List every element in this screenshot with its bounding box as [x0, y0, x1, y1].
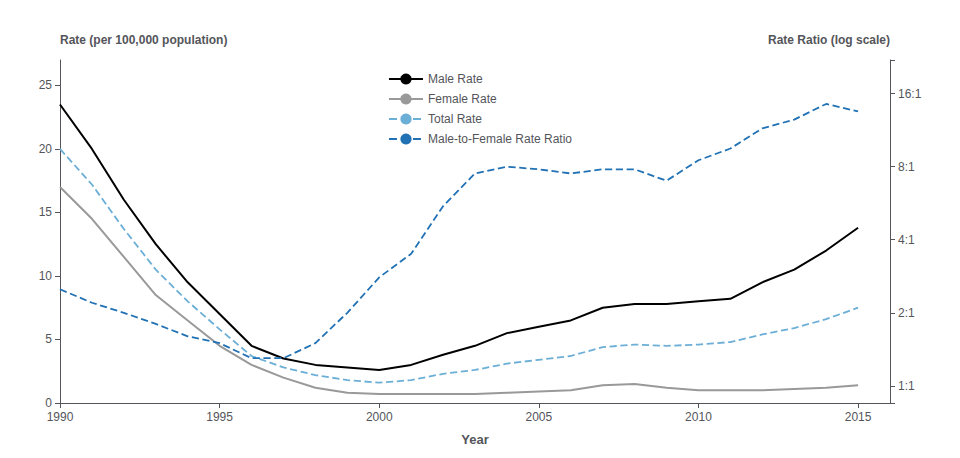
svg-text:20: 20	[39, 142, 53, 156]
svg-text:16:1: 16:1	[898, 87, 922, 101]
svg-text:1:1: 1:1	[898, 379, 915, 393]
svg-text:Rate (per 100,000 population): Rate (per 100,000 population)	[60, 33, 227, 47]
svg-text:Year: Year	[461, 432, 488, 447]
svg-text:2000: 2000	[366, 410, 393, 424]
svg-text:Female Rate: Female Rate	[428, 92, 497, 106]
svg-text:10: 10	[39, 269, 53, 283]
svg-text:25: 25	[39, 78, 53, 92]
svg-text:5: 5	[45, 332, 52, 346]
svg-text:0: 0	[45, 396, 52, 410]
svg-text:1990: 1990	[47, 410, 74, 424]
svg-text:Total Rate: Total Rate	[428, 112, 482, 126]
svg-text:Male Rate: Male Rate	[428, 72, 483, 86]
svg-text:8:1: 8:1	[898, 160, 915, 174]
svg-text:2005: 2005	[525, 410, 552, 424]
svg-text:2:1: 2:1	[898, 306, 915, 320]
svg-text:2010: 2010	[685, 410, 712, 424]
svg-text:1995: 1995	[206, 410, 233, 424]
svg-text:2015: 2015	[845, 410, 872, 424]
svg-text:Male-to-Female Rate Ratio: Male-to-Female Rate Ratio	[428, 132, 572, 146]
svg-text:4:1: 4:1	[898, 233, 915, 247]
svg-text:Rate Ratio (log scale): Rate Ratio (log scale)	[768, 33, 890, 47]
svg-text:15: 15	[39, 205, 53, 219]
